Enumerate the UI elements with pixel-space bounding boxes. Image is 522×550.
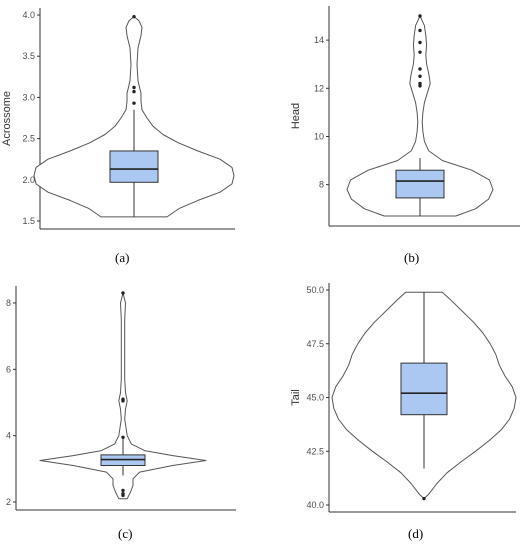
violin-panel: 40.0 42.5 45.0 47.5 50.0 Tail (d) (290, 283, 517, 541)
y-axis-title: Head (290, 103, 302, 129)
outlier-point (418, 81, 422, 86)
y-tick-label: 8 (6, 298, 11, 308)
outlier-point (422, 496, 426, 501)
panel-caption: (c) (118, 526, 132, 541)
iqr-box (109, 150, 159, 183)
outlier-point (132, 89, 136, 94)
outlier-point (418, 28, 422, 33)
violin-panel: 2468Midpiece(c) (6, 286, 236, 541)
y-tick-label: 47.5 (306, 339, 324, 349)
panel-caption: (b) (404, 250, 419, 265)
y-tick-label: 50.0 (306, 285, 324, 295)
outlier-point (418, 67, 422, 71)
y-tick-label: 12 (314, 83, 324, 93)
y-tick-label: 2.5 (22, 134, 35, 144)
y-axis-title: Tail (290, 389, 302, 406)
y-tick-label: 3.5 (22, 51, 35, 61)
panel-caption: (a) (115, 250, 129, 265)
outlier-point (418, 14, 422, 18)
outlier-point (121, 291, 125, 295)
outlier-point (121, 397, 125, 401)
y-tick-label: 3.0 (22, 92, 35, 102)
y-tick-label: 2 (6, 497, 11, 507)
outlier-point (121, 435, 125, 440)
y-tick-label: 40.0 (306, 500, 324, 510)
y-tick-label: 4.0 (22, 10, 35, 20)
y-axis-title: Acrossome (1, 91, 13, 146)
violin-outline (39, 292, 207, 500)
outlier-point (132, 14, 136, 19)
outlier-point (418, 84, 422, 88)
outlier-point (121, 492, 125, 496)
y-tick-label: 6 (6, 364, 11, 374)
outlier-point (132, 85, 136, 90)
iqr-box (400, 362, 448, 416)
panel-caption: (d) (408, 526, 423, 541)
y-tick-label: 45.0 (306, 393, 324, 403)
outlier-point (418, 40, 422, 45)
violin-panel: 8 10 12 14 Head (b) (290, 6, 520, 265)
outlier-point (418, 50, 422, 54)
outlier-point (418, 74, 422, 78)
outlier-point (121, 488, 125, 493)
iqr-box (395, 169, 445, 199)
y-tick-label: 8 (319, 180, 324, 190)
violin-panel: 1.5 2.0 2.5 3.0 3.5 4.0 Acrossome (a) (1, 8, 235, 265)
y-tick-label: 14 (314, 35, 324, 45)
y-tick-label: 4 (6, 431, 11, 441)
outlier-point (132, 101, 136, 105)
y-tick-label: 10 (314, 131, 324, 141)
y-tick-label: 2.0 (22, 175, 35, 185)
y-tick-label: 1.5 (22, 216, 35, 226)
y-tick-label: 42.5 (306, 446, 324, 456)
violin-outline (346, 15, 494, 217)
